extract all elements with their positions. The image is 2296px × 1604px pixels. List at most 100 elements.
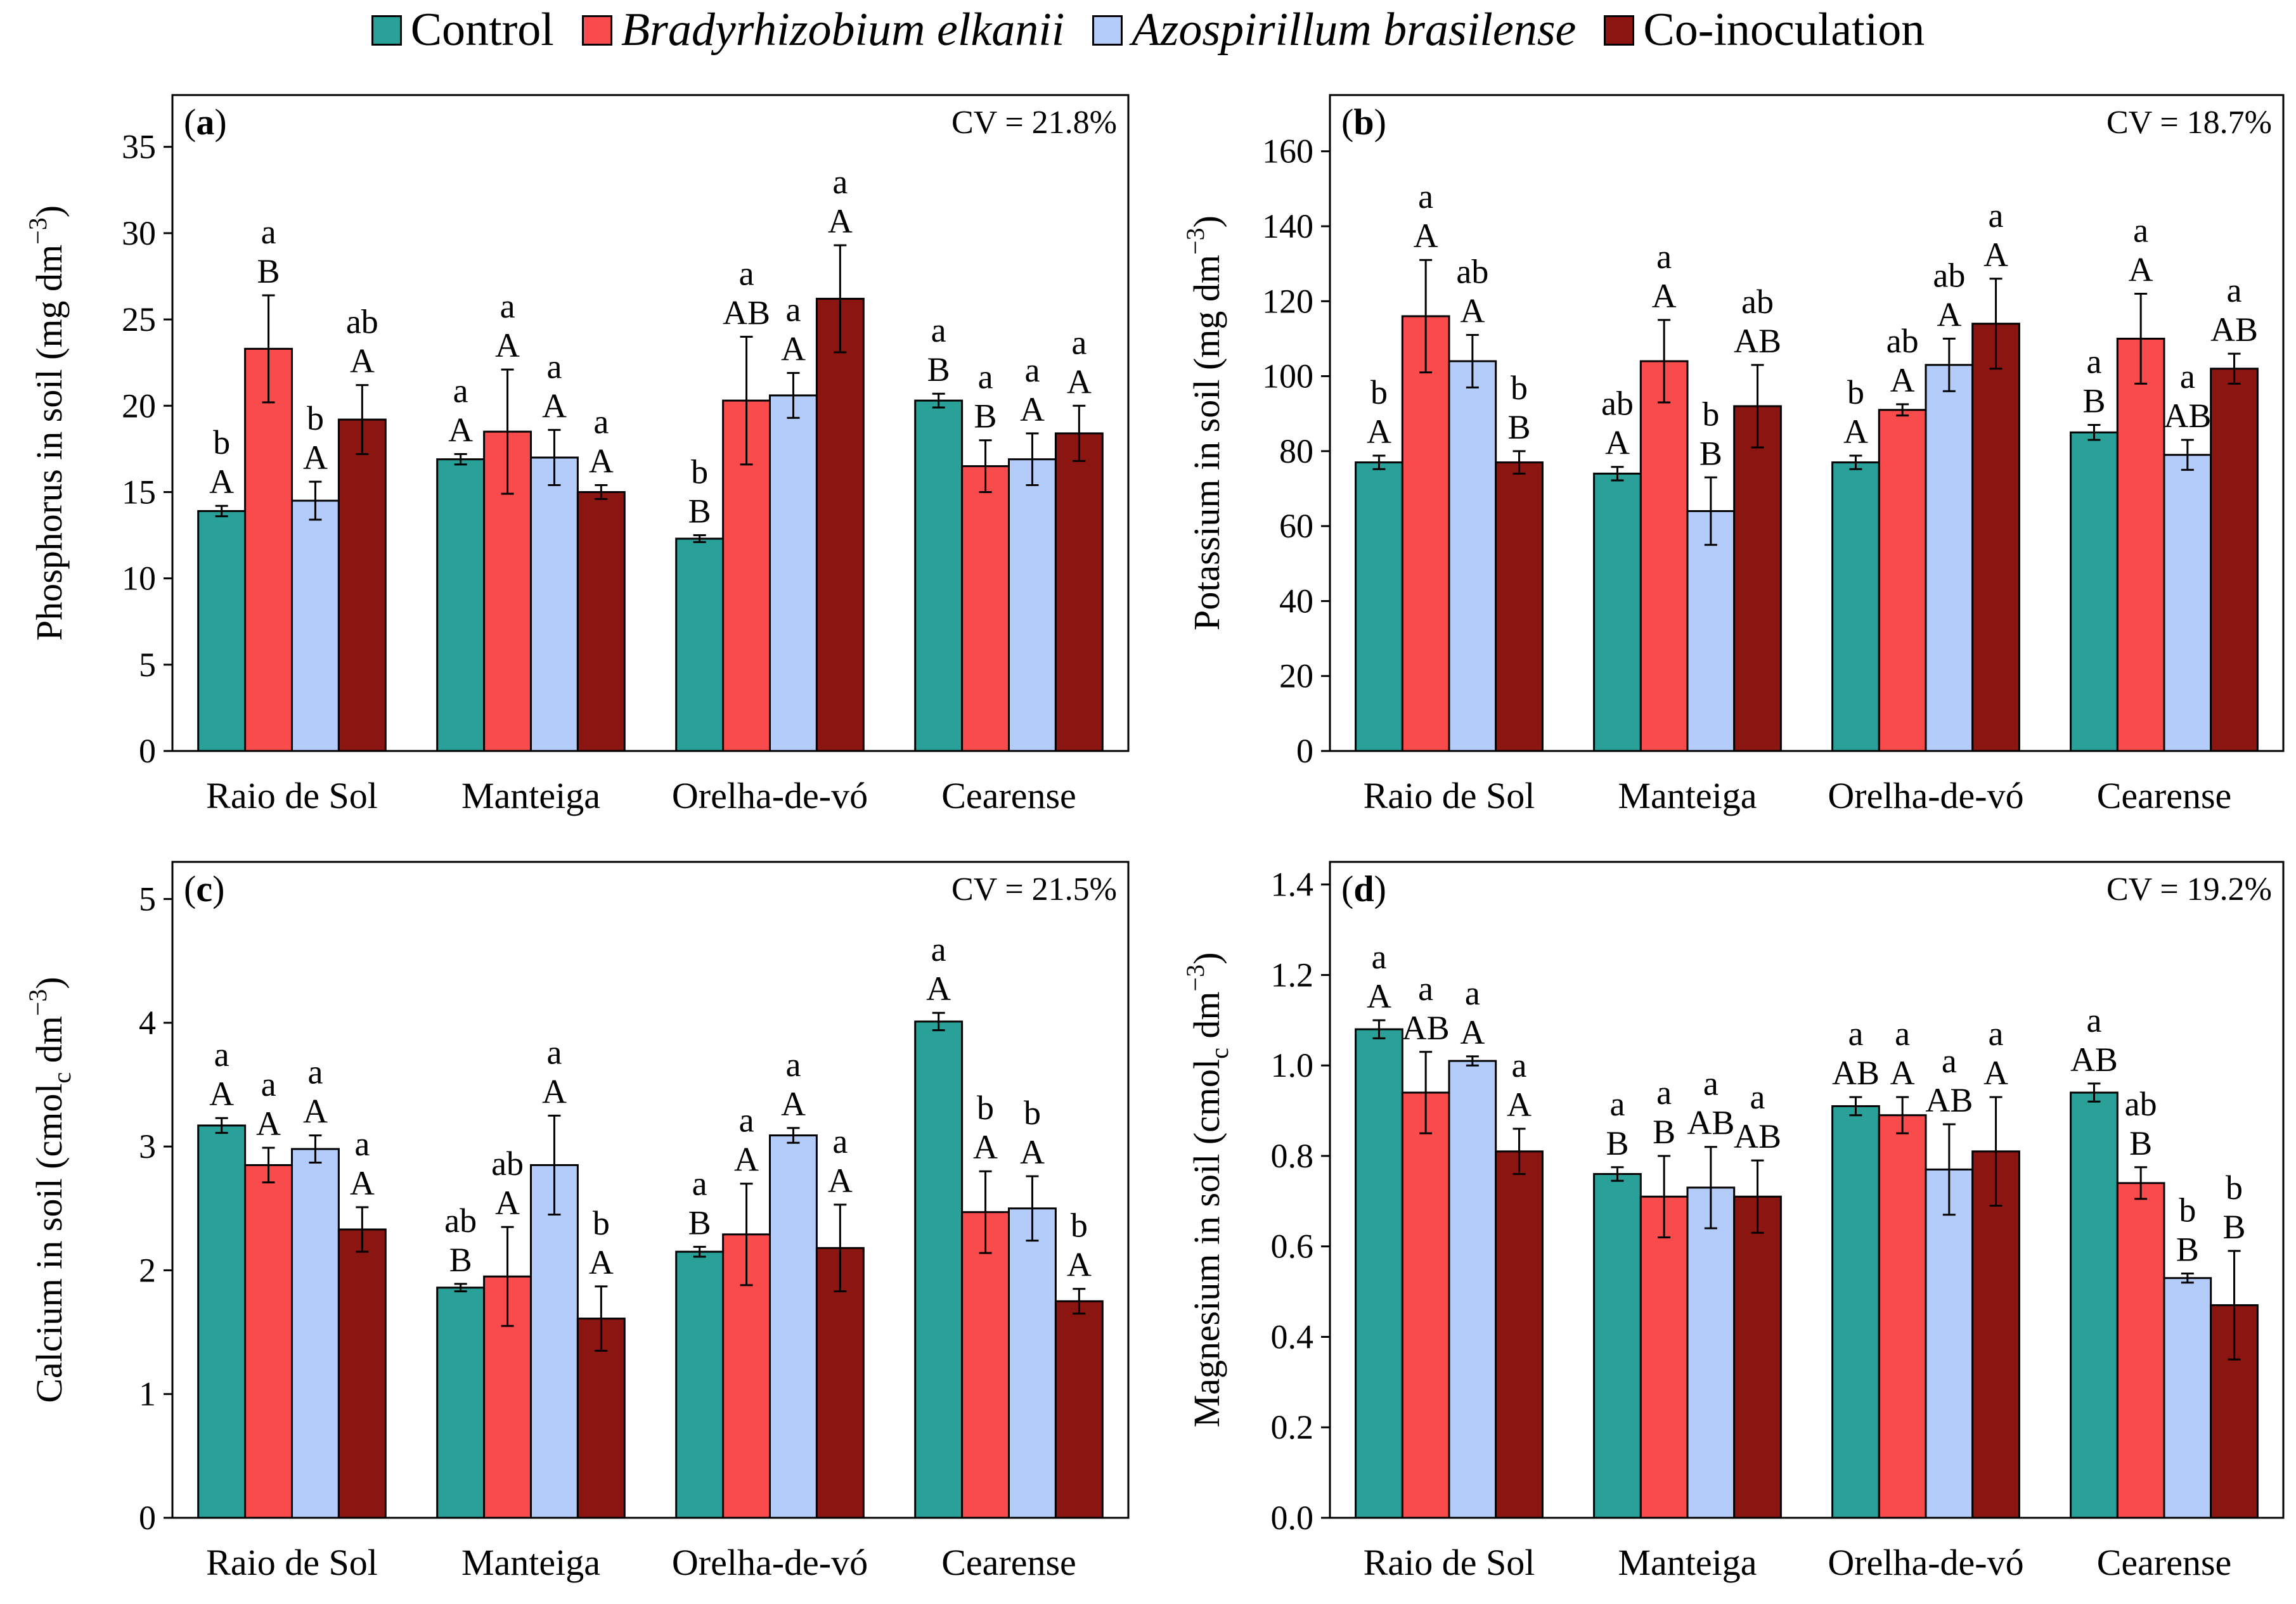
y-tick-label: 25 xyxy=(122,300,156,338)
legend-label: Bradyrhizobium elkanii xyxy=(621,4,1065,56)
data-label-uppercase: A xyxy=(1067,363,1092,401)
y-tick-label: 0.6 xyxy=(1271,1228,1314,1266)
data-label-lowercase: ab xyxy=(1741,283,1774,321)
bar xyxy=(1448,1060,1497,1519)
data-label-uppercase: A xyxy=(1937,295,1961,333)
data-label-uppercase: A xyxy=(1367,977,1391,1015)
bar xyxy=(961,465,1010,752)
y-tick-label: 4 xyxy=(139,1004,156,1042)
data-label-lowercase: a xyxy=(2227,271,2242,309)
data-label-lowercase: ab xyxy=(444,1202,477,1240)
data-label-uppercase: AB xyxy=(1832,1054,1880,1092)
x-tick-label: Raio de Sol xyxy=(206,775,378,816)
bar xyxy=(1686,1186,1736,1519)
data-label-uppercase: B xyxy=(974,397,997,435)
y-tick-label: 0 xyxy=(139,1499,156,1537)
data-label-lowercase: b xyxy=(691,453,708,491)
data-label-lowercase: a xyxy=(593,403,609,441)
data-label-uppercase: A xyxy=(1367,413,1391,451)
data-label-uppercase: A xyxy=(1890,1054,1915,1092)
data-label-uppercase: AB xyxy=(723,293,770,331)
data-label-uppercase: A xyxy=(495,326,520,364)
data-label-lowercase: a xyxy=(785,291,801,329)
y-axis-title: Calcium in soil (cmolc dm−3) xyxy=(23,977,76,1403)
data-label-uppercase: A xyxy=(1414,217,1438,255)
y-tick-label: 0.0 xyxy=(1271,1499,1314,1537)
y-tick-label: 0.2 xyxy=(1271,1408,1314,1446)
data-label-uppercase: A xyxy=(303,439,328,477)
bar xyxy=(291,499,340,752)
bar xyxy=(2116,337,2165,752)
x-tick-label: Orelha-de-vó xyxy=(1828,775,2023,816)
y-tick-label: 80 xyxy=(1279,432,1313,470)
data-label-uppercase: B xyxy=(688,1203,711,1241)
data-label-uppercase: B xyxy=(2129,1124,2152,1162)
x-tick-label: Orelha-de-vó xyxy=(1828,1542,2023,1583)
data-label-uppercase: B xyxy=(257,252,280,290)
y-tick-label: 10 xyxy=(122,560,156,598)
data-label-lowercase: b xyxy=(307,399,324,437)
bar xyxy=(1401,315,1450,752)
data-label-lowercase: a xyxy=(1024,351,1040,389)
plot-frame xyxy=(171,861,1130,1519)
y-tick-label: 5 xyxy=(139,880,156,918)
data-label-lowercase: a xyxy=(1989,1015,2004,1053)
bar xyxy=(914,399,964,752)
y-axis-title: Magnesium in soil (cmolc dm−3) xyxy=(1181,953,1234,1428)
data-label-uppercase: A xyxy=(1983,1054,2008,1092)
bar xyxy=(337,418,387,752)
data-label-uppercase: B xyxy=(1508,408,1531,446)
legend-label: Control xyxy=(410,4,554,56)
data-label-uppercase: B xyxy=(2082,382,2105,420)
data-label-lowercase: ab xyxy=(1933,256,1965,294)
bar xyxy=(1054,1300,1104,1519)
data-label-lowercase: ab xyxy=(1456,253,1488,291)
data-label-lowercase: a xyxy=(785,1046,801,1084)
data-label-lowercase: a xyxy=(2133,211,2148,249)
bar xyxy=(1008,458,1057,752)
bar xyxy=(530,1164,579,1519)
legend-item: Co-inoculation xyxy=(1604,3,1925,57)
bar xyxy=(197,510,247,752)
data-label-lowercase: a xyxy=(832,163,848,201)
data-label-lowercase: ab xyxy=(491,1145,524,1183)
x-tick-label: Cearense xyxy=(941,1542,1076,1583)
bar xyxy=(1733,405,1782,752)
bar xyxy=(244,347,293,752)
bar xyxy=(2070,1091,2119,1519)
legend-item: Control xyxy=(371,3,554,57)
y-tick-label: 2 xyxy=(139,1251,156,1289)
legend-swatch xyxy=(1604,15,1635,46)
x-tick-label: Raio de Sol xyxy=(1364,775,1535,816)
data-label-uppercase: A xyxy=(495,1184,520,1222)
data-label-uppercase: A xyxy=(734,1141,759,1179)
data-label-lowercase: b xyxy=(2226,1169,2243,1207)
cv-label: CV = 18.7% xyxy=(2106,105,2272,141)
bar xyxy=(1878,409,1927,752)
y-tick-label: 60 xyxy=(1279,507,1313,545)
y-tick-label: 140 xyxy=(1262,207,1313,245)
data-label-lowercase: b xyxy=(213,423,230,461)
y-tick-label: 30 xyxy=(122,214,156,252)
x-tick-label: Raio de Sol xyxy=(206,1542,378,1583)
bar xyxy=(961,1211,1010,1519)
data-label-lowercase: b xyxy=(1371,373,1388,411)
y-tick-label: 35 xyxy=(122,128,156,166)
data-label-uppercase: A xyxy=(781,1085,806,1123)
x-tick-label: Orelha-de-vó xyxy=(672,775,868,816)
y-tick-label: 1 xyxy=(139,1375,156,1413)
bar xyxy=(1355,461,1403,752)
data-label-lowercase: a xyxy=(307,1053,323,1091)
data-label-uppercase: B xyxy=(927,350,950,388)
panel-label: (c) xyxy=(184,868,224,909)
bar xyxy=(436,458,486,752)
plot-frame xyxy=(1329,94,2285,752)
bar xyxy=(675,537,725,752)
data-label-lowercase: a xyxy=(1989,196,2004,234)
data-label-lowercase: a xyxy=(739,1101,754,1139)
data-label-lowercase: b xyxy=(1511,369,1528,407)
y-tick-label: 20 xyxy=(1279,657,1313,695)
data-label-lowercase: b xyxy=(1071,1207,1088,1245)
data-label-uppercase: A xyxy=(542,1072,567,1110)
chart-panel-c: 0 1 2 3 4 5 Calcium in soil (cmolc dm−3) (c) CV … xyxy=(23,861,1130,1583)
